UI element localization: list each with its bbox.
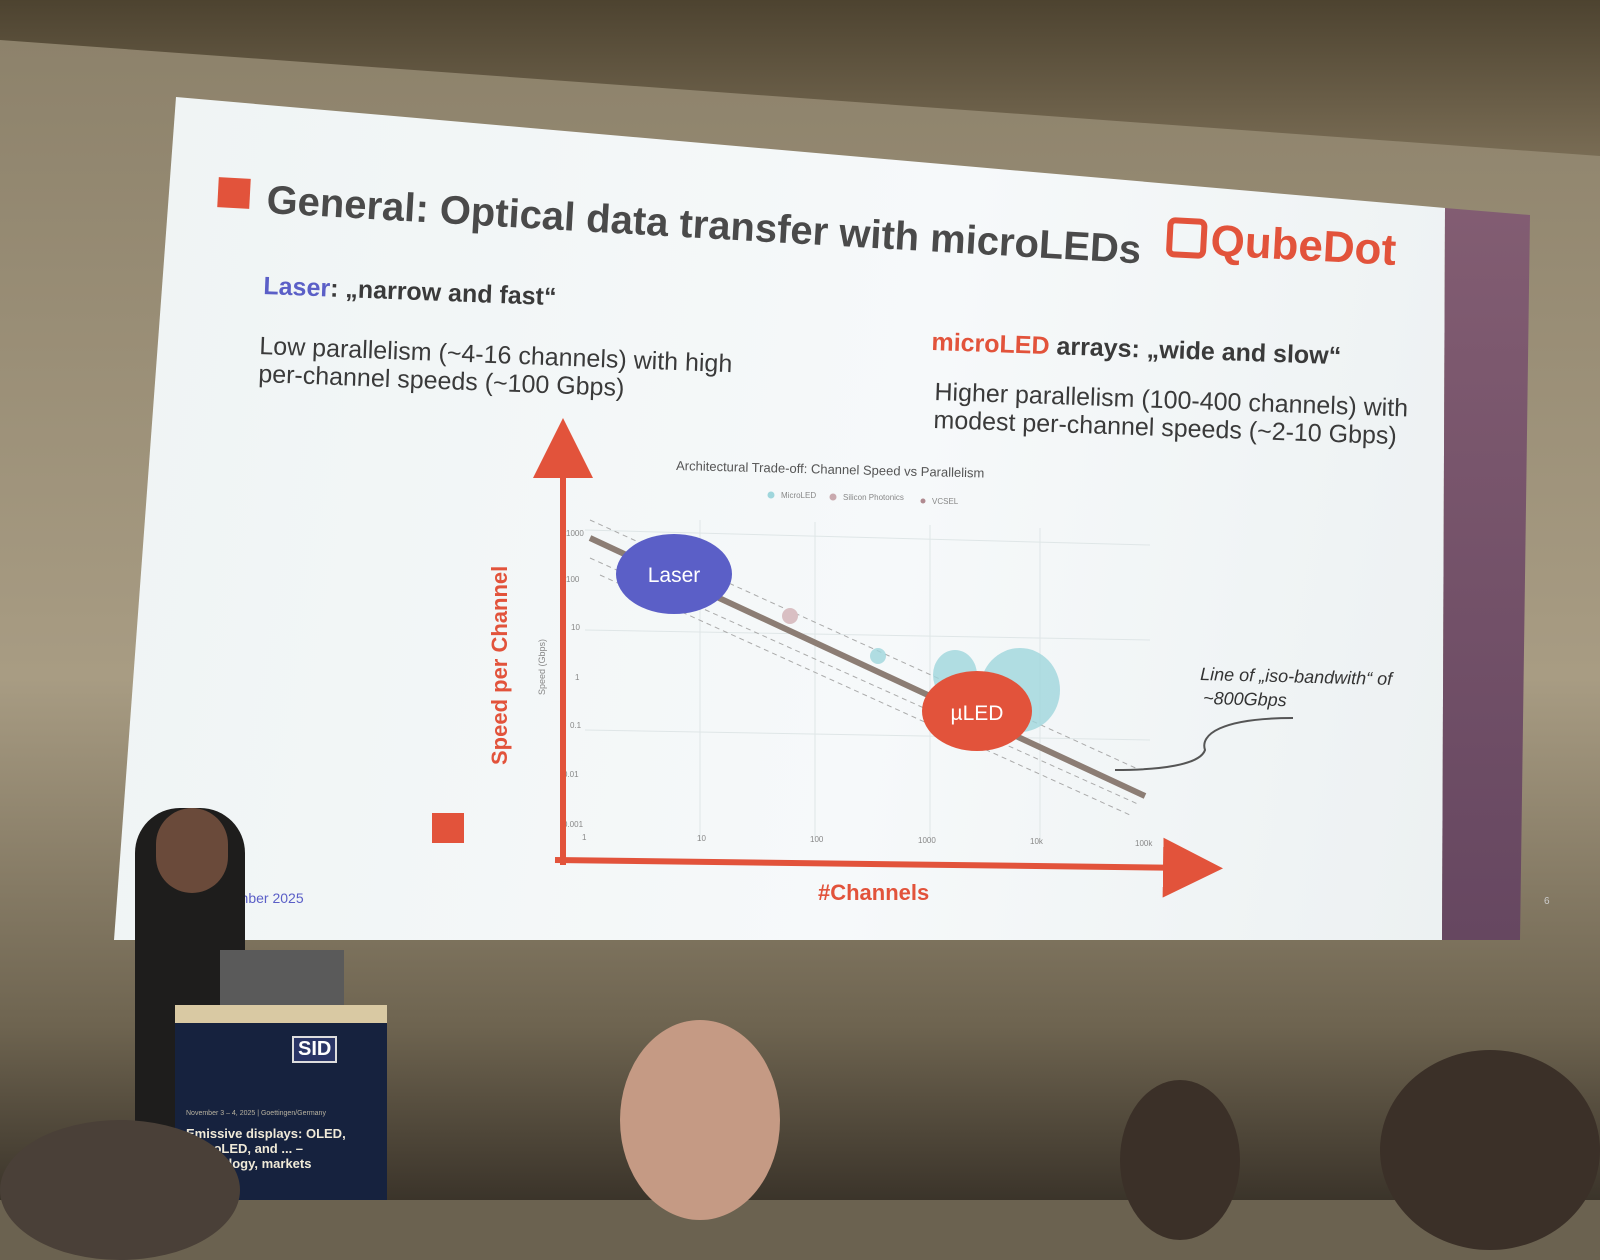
- y-tick: 10: [571, 623, 580, 632]
- x-axis-label: #Channels: [818, 880, 929, 905]
- annotation-arrow: [1114, 717, 1294, 771]
- y-tick: 0.1: [570, 721, 582, 730]
- y-axis-label-small: Speed (Gbps): [537, 639, 547, 695]
- microled-region: [922, 671, 1032, 751]
- x-tick: 10: [697, 834, 706, 843]
- audience-head: [0, 1120, 240, 1260]
- laser-region-label: Laser: [648, 564, 701, 587]
- slide-page-number: 6: [1544, 896, 1550, 907]
- footer-square: [432, 813, 464, 843]
- projected-slide: [114, 97, 1445, 940]
- legend-silicon-photonics: Silicon Photonics: [843, 493, 904, 502]
- legend-microled: MicroLED: [781, 491, 816, 500]
- audience-head: [1380, 1050, 1600, 1250]
- microled-region-label: µLED: [951, 702, 1004, 725]
- y-tick-labels: 1000 100 10 1 0.1 0.01 0.001: [563, 529, 584, 829]
- x-tick: 100k: [1135, 839, 1153, 848]
- podium-title: Emissive displays: OLED, microLED, and .…: [186, 1126, 346, 1171]
- y-tick: 0.01: [563, 770, 579, 779]
- x-tick: 1000: [918, 836, 936, 845]
- y-tick: 100: [566, 575, 580, 584]
- slide-side-band: [1442, 208, 1530, 940]
- x-tick: 10k: [1030, 837, 1044, 846]
- sid-logo: SID: [292, 1036, 338, 1063]
- laptop: [220, 950, 344, 1006]
- x-tick: 100: [810, 835, 824, 844]
- laser-region: [616, 534, 732, 614]
- chart-grid: [584, 520, 1151, 840]
- audience-head: [620, 1020, 780, 1220]
- audience-head: [1120, 1080, 1240, 1240]
- tradeoff-chart: Architectural Trade-off: Channel Speed v…: [432, 418, 1395, 905]
- annotation-line-2: ~800Gbps: [1203, 688, 1287, 710]
- y-tick: 1: [575, 673, 580, 682]
- annotation-line-1: Line of „iso-bandwith“ of: [1200, 664, 1395, 689]
- y-tick: 1000: [566, 529, 584, 538]
- legend-vcsel-marker: [920, 498, 926, 504]
- legend-siph-marker: [829, 493, 837, 501]
- chart-title: Architectural Trade-off: Channel Speed v…: [676, 458, 985, 481]
- podium-date: November 3 – 4, 2025 | Goettingen/German…: [186, 1110, 326, 1117]
- x-axis-arrow: [554, 837, 1223, 898]
- x-tick-labels: 1 10 100 1000 10k 100k: [582, 833, 1153, 848]
- speaker-head: [156, 808, 228, 893]
- y-tick: 0.001: [563, 820, 584, 829]
- legend-microled-marker: [767, 491, 775, 499]
- x-tick: 1: [582, 833, 587, 842]
- legend-vcsel: VCSEL: [932, 497, 959, 506]
- y-axis-label: Speed per Channel: [487, 566, 512, 765]
- chart-legend: MicroLED Silicon Photonics VCSEL: [767, 491, 959, 506]
